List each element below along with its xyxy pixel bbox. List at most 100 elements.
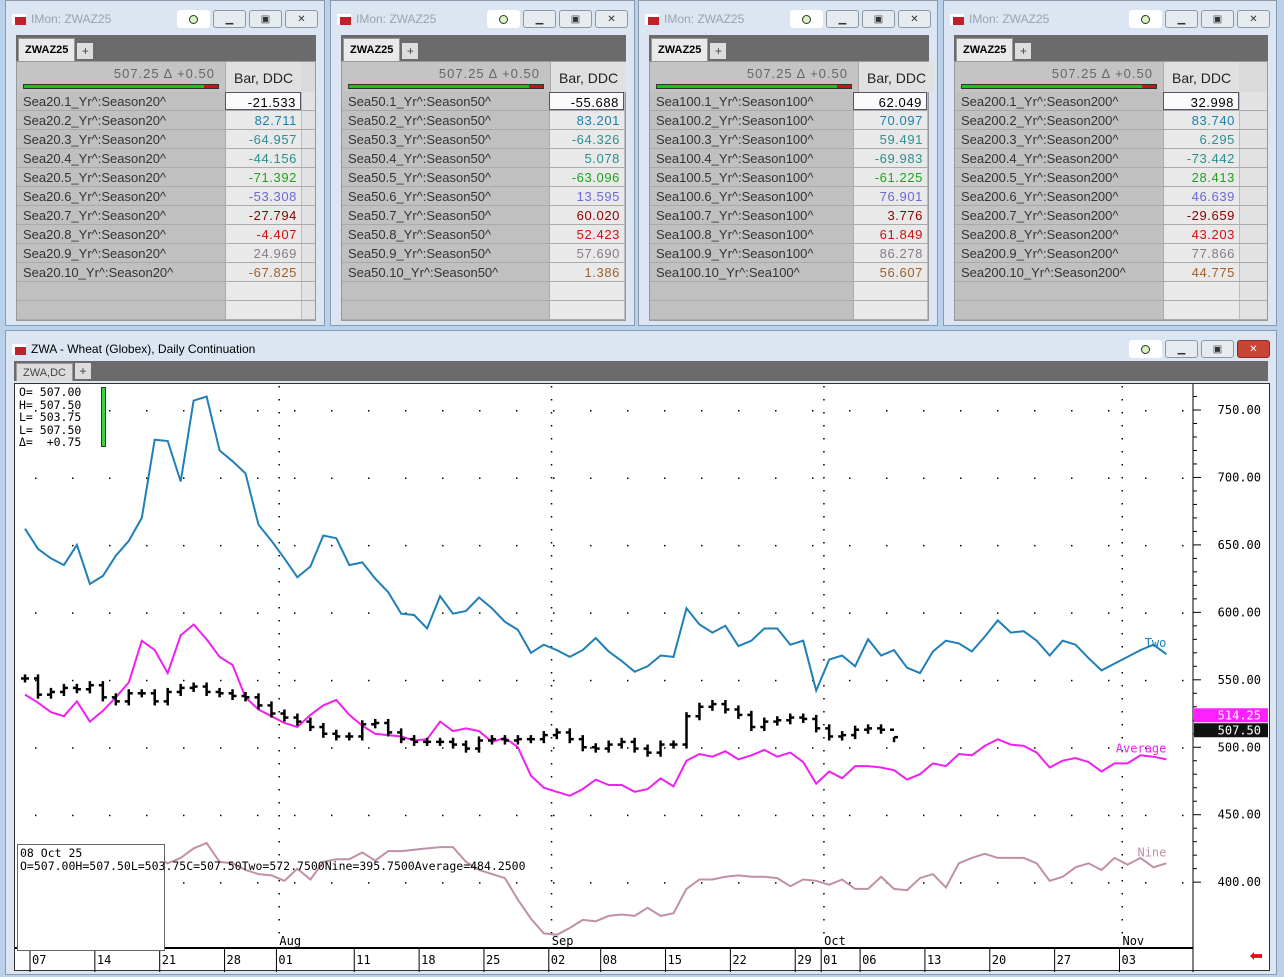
table-row[interactable]: Sea50.3_Yr^:Season50^ -64.326 bbox=[342, 130, 625, 149]
table-row[interactable]: Sea50.5_Yr^:Season50^ -63.096 bbox=[342, 168, 625, 187]
table-row[interactable]: Sea100.8_Yr^:Season100^ 61.849 bbox=[650, 225, 928, 244]
table-row[interactable]: Sea200.8_Yr^:Season200^ 43.203 bbox=[955, 225, 1267, 244]
maximize-button[interactable]: ▣ bbox=[1201, 10, 1234, 28]
table-row[interactable] bbox=[955, 301, 1267, 320]
row-value[interactable] bbox=[1163, 301, 1239, 319]
row-value[interactable]: 77.866 bbox=[1163, 244, 1239, 262]
close-button[interactable]: ✕ bbox=[1237, 10, 1270, 28]
table-row[interactable]: Sea20.1_Yr^:Season20^ -21.533 bbox=[17, 92, 315, 111]
table-row[interactable]: Sea200.7_Yr^:Season200^ -29.659 bbox=[955, 206, 1267, 225]
row-value[interactable]: 1.386 bbox=[548, 263, 624, 281]
minimize-button[interactable]: ▁ bbox=[523, 10, 556, 28]
row-value[interactable]: 24.969 bbox=[225, 244, 301, 262]
table-row[interactable]: Sea100.9_Yr^:Season100^ 86.278 bbox=[650, 244, 928, 263]
column-header[interactable]: Bar, DDC bbox=[550, 62, 626, 92]
table-row[interactable]: Sea20.5_Yr^:Season20^ -71.392 bbox=[17, 168, 315, 187]
table-row[interactable]: Sea20.3_Yr^:Season20^ -64.957 bbox=[17, 130, 315, 149]
row-value[interactable]: 57.690 bbox=[548, 244, 624, 262]
imon-titlebar[interactable]: IMon: ZWAZ25 ▁ ▣ ✕ bbox=[645, 7, 931, 31]
add-tab-button[interactable]: + bbox=[402, 43, 419, 59]
row-value[interactable]: 83.201 bbox=[548, 111, 624, 129]
table-row[interactable]: Sea200.6_Yr^:Season200^ 46.639 bbox=[955, 187, 1267, 206]
minimize-button[interactable]: ▁ bbox=[213, 10, 246, 28]
table-row[interactable] bbox=[17, 301, 315, 320]
close-button[interactable]: ✕ bbox=[898, 10, 931, 28]
add-tab-button[interactable]: + bbox=[1015, 43, 1032, 59]
table-row[interactable] bbox=[650, 282, 928, 301]
table-row[interactable]: Sea200.2_Yr^:Season200^ 83.740 bbox=[955, 111, 1267, 130]
table-row[interactable]: Sea200.4_Yr^:Season200^ -73.442 bbox=[955, 149, 1267, 168]
row-value[interactable]: -55.688 bbox=[548, 92, 624, 110]
row-value[interactable]: -64.957 bbox=[225, 130, 301, 148]
maximize-button[interactable]: ▣ bbox=[862, 10, 895, 28]
row-value[interactable]: 76.901 bbox=[852, 187, 927, 205]
status-dot-button[interactable] bbox=[487, 10, 520, 28]
row-value[interactable] bbox=[852, 301, 927, 319]
row-value[interactable]: 83.740 bbox=[1163, 111, 1239, 129]
tab-zwaz25[interactable]: ZWAZ25 bbox=[18, 38, 76, 61]
close-button[interactable]: ✕ bbox=[285, 10, 318, 28]
table-row[interactable]: Sea50.2_Yr^:Season50^ 83.201 bbox=[342, 111, 625, 130]
table-row[interactable]: Sea200.1_Yr^:Season200^ 32.998 bbox=[955, 92, 1267, 111]
table-row[interactable]: Sea100.10_Yr^:Sea100^ 56.607 bbox=[650, 263, 928, 282]
row-value[interactable]: 5.078 bbox=[548, 149, 624, 167]
table-row[interactable]: Sea20.8_Yr^:Season20^ -4.407 bbox=[17, 225, 315, 244]
table-row[interactable]: Sea20.2_Yr^:Season20^ 82.711 bbox=[17, 111, 315, 130]
minimize-button[interactable]: ▁ bbox=[826, 10, 859, 28]
row-value[interactable] bbox=[225, 282, 301, 300]
minimize-button[interactable]: ▁ bbox=[1165, 340, 1198, 358]
row-value[interactable]: 46.639 bbox=[1163, 187, 1239, 205]
row-value[interactable]: 32.998 bbox=[1163, 92, 1239, 110]
table-row[interactable]: Sea50.1_Yr^:Season50^ -55.688 bbox=[342, 92, 625, 111]
add-tab-button[interactable]: + bbox=[74, 363, 91, 379]
row-value[interactable]: 3.776 bbox=[852, 206, 927, 224]
row-value[interactable]: -27.794 bbox=[225, 206, 301, 224]
chart-titlebar[interactable]: ZWA - Wheat (Globex), Daily Continuation… bbox=[12, 337, 1270, 361]
minimize-button[interactable]: ▁ bbox=[1165, 10, 1198, 28]
row-value[interactable]: -67.825 bbox=[225, 263, 301, 281]
row-value[interactable] bbox=[1163, 282, 1239, 300]
row-value[interactable]: 60.020 bbox=[548, 206, 624, 224]
table-row[interactable]: Sea50.8_Yr^:Season50^ 52.423 bbox=[342, 225, 625, 244]
close-button[interactable]: ✕ bbox=[595, 10, 628, 28]
tab-zwa-dc[interactable]: ZWA,DC bbox=[16, 363, 73, 381]
add-tab-button[interactable]: + bbox=[710, 43, 727, 59]
imon-titlebar[interactable]: IMon: ZWAZ25 ▁ ▣ ✕ bbox=[950, 7, 1270, 31]
close-button[interactable]: ✕ bbox=[1237, 340, 1270, 358]
row-value[interactable]: -44.156 bbox=[225, 149, 301, 167]
row-value[interactable]: -63.096 bbox=[548, 168, 624, 186]
chart-plot-area[interactable]: 750.00 700.00 650.00 600.00 550.00 500.00 450.… bbox=[14, 383, 1270, 972]
row-value[interactable]: 86.278 bbox=[852, 244, 927, 262]
column-header[interactable]: Bar, DDC bbox=[858, 62, 934, 92]
table-row[interactable]: Sea100.2_Yr^:Season100^ 70.097 bbox=[650, 111, 928, 130]
row-value[interactable]: -69.983 bbox=[852, 149, 927, 167]
row-value[interactable]: 13.595 bbox=[548, 187, 624, 205]
row-value[interactable]: -29.659 bbox=[1163, 206, 1239, 224]
table-row[interactable]: Sea100.3_Yr^:Season100^ 59.491 bbox=[650, 130, 928, 149]
row-value[interactable]: -73.442 bbox=[1163, 149, 1239, 167]
table-row[interactable]: Sea100.6_Yr^:Season100^ 76.901 bbox=[650, 187, 928, 206]
table-row[interactable]: Sea50.10_Yr^:Season50^ 1.386 bbox=[342, 263, 625, 282]
table-row[interactable]: Sea100.7_Yr^:Season100^ 3.776 bbox=[650, 206, 928, 225]
table-row[interactable]: Sea20.10_Yr^:Season20^ -67.825 bbox=[17, 263, 315, 282]
table-row[interactable] bbox=[955, 282, 1267, 301]
table-row[interactable] bbox=[650, 301, 928, 320]
row-value[interactable]: -61.225 bbox=[852, 168, 927, 186]
column-header[interactable]: Bar, DDC bbox=[225, 62, 301, 92]
table-row[interactable]: Sea50.9_Yr^:Season50^ 57.690 bbox=[342, 244, 625, 263]
add-tab-button[interactable]: + bbox=[77, 43, 94, 59]
tab-zwaz25[interactable]: ZWAZ25 bbox=[343, 38, 401, 61]
row-value[interactable]: -53.308 bbox=[225, 187, 301, 205]
table-row[interactable]: Sea100.1_Yr^:Season100^ 62.049 bbox=[650, 92, 928, 111]
table-row[interactable] bbox=[342, 301, 625, 320]
table-row[interactable]: Sea50.7_Yr^:Season50^ 60.020 bbox=[342, 206, 625, 225]
maximize-button[interactable]: ▣ bbox=[249, 10, 282, 28]
maximize-button[interactable]: ▣ bbox=[559, 10, 592, 28]
row-value[interactable]: 44.775 bbox=[1163, 263, 1239, 281]
row-value[interactable]: 82.711 bbox=[225, 111, 301, 129]
imon-titlebar[interactable]: IMon: ZWAZ25 ▁ ▣ ✕ bbox=[337, 7, 628, 31]
table-row[interactable]: Sea20.7_Yr^:Season20^ -27.794 bbox=[17, 206, 315, 225]
status-dot-button[interactable] bbox=[1129, 340, 1162, 358]
row-value[interactable]: -4.407 bbox=[225, 225, 301, 243]
table-row[interactable]: Sea100.4_Yr^:Season100^ -69.983 bbox=[650, 149, 928, 168]
